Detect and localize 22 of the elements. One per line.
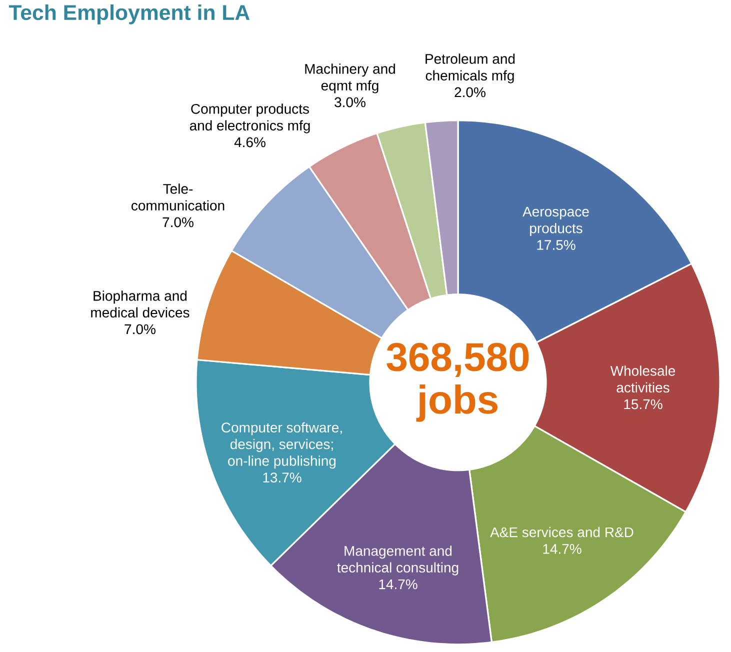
text: 368,580 jobs	[386, 342, 529, 422]
data-label: 17.5%	[537, 240, 576, 250]
data-label: 14.7%	[543, 544, 582, 554]
slice-label: Biopharma and medical devices	[91, 290, 190, 318]
data-label: 13.7%	[263, 472, 302, 482]
data-label: 4.6%	[234, 137, 266, 148]
slice-label: Computer products and electronics mfg	[190, 103, 310, 134]
slice-label: Tele-communication	[132, 183, 224, 210]
data-label: 15.7%	[624, 399, 662, 410]
chart-title: Tech Employment in LA	[8, 4, 250, 24]
slice-label: Petroleum and chemicals mfg	[426, 53, 515, 84]
data-label: 2.0%	[454, 87, 486, 98]
slice-label: Wholesale activities	[610, 365, 676, 392]
slice-label: Machinery and eqmt mfg	[305, 63, 395, 94]
data-label: 7.0%	[124, 324, 156, 334]
slice-label: Management and technical consulting	[337, 545, 458, 576]
data-label: 14.7%	[379, 579, 418, 589]
slice-label: Aerospace products	[522, 206, 589, 236]
data-label: 3.0%	[334, 97, 366, 108]
data-label: 7.0%	[162, 217, 194, 228]
slice-label: Computer software, design, services; on-line publishing	[222, 422, 342, 468]
slice-label: A&E services and R&D	[490, 526, 634, 538]
